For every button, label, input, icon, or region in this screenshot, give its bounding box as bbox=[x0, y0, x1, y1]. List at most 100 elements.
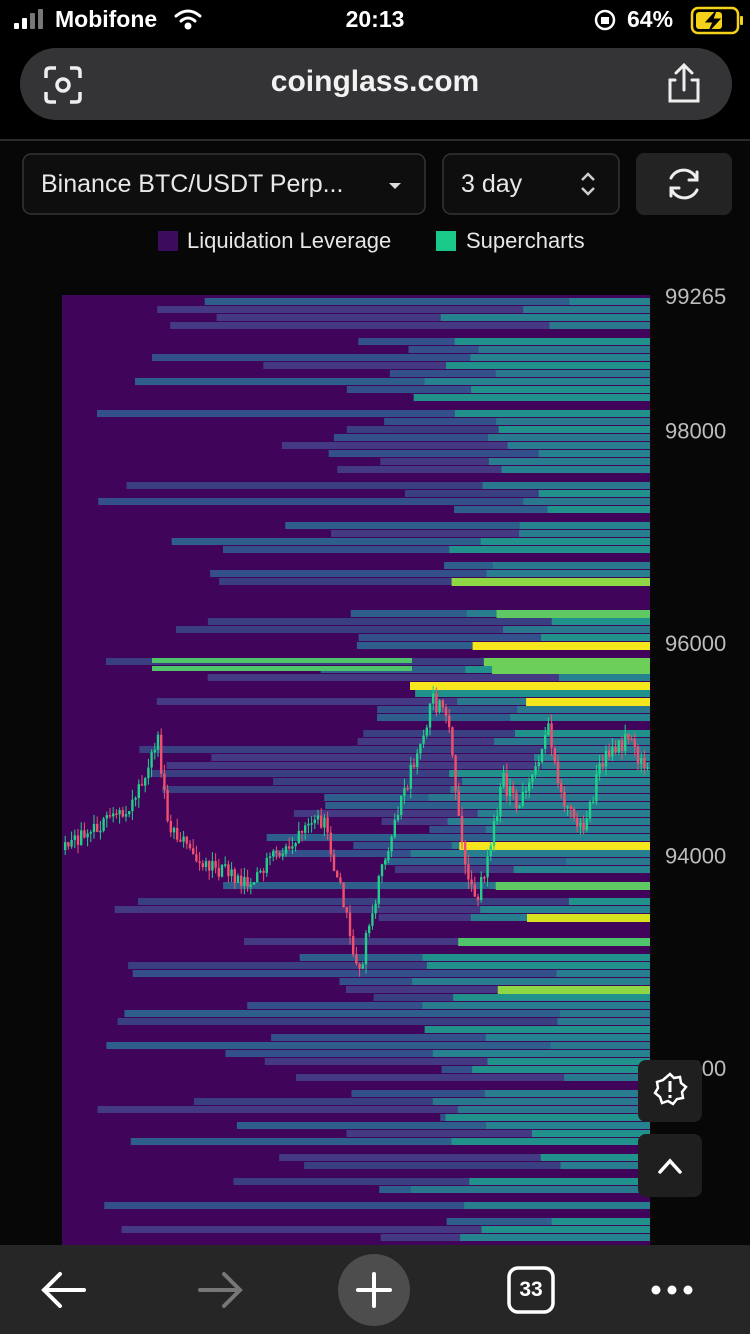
candle-body bbox=[588, 801, 592, 819]
heat-row bbox=[266, 834, 650, 841]
heat-row bbox=[157, 306, 651, 313]
back-button[interactable] bbox=[41, 1272, 86, 1308]
candle-body bbox=[313, 819, 316, 824]
heat-row bbox=[447, 818, 650, 825]
candle-body bbox=[115, 813, 118, 815]
refresh-button[interactable] bbox=[636, 153, 732, 215]
heat-row bbox=[484, 1090, 650, 1097]
heat-row bbox=[410, 682, 650, 690]
candle-body bbox=[470, 879, 473, 885]
candle-body bbox=[150, 752, 153, 768]
heat-row bbox=[222, 546, 650, 553]
heat-row bbox=[445, 1114, 650, 1121]
heat-row bbox=[457, 1106, 650, 1113]
heat-row bbox=[422, 1002, 650, 1009]
tabs-button[interactable] bbox=[507, 1266, 555, 1314]
candle-body bbox=[464, 842, 467, 865]
candles bbox=[64, 685, 649, 977]
candle-body bbox=[230, 869, 233, 877]
candle-body bbox=[438, 700, 441, 713]
heat-row bbox=[152, 658, 412, 663]
candle-body bbox=[499, 786, 502, 817]
heat-row bbox=[207, 674, 650, 681]
heat-row bbox=[236, 1122, 650, 1129]
heat-row bbox=[451, 1138, 650, 1145]
updown bbox=[581, 172, 595, 196]
candle-body bbox=[521, 791, 524, 806]
candle-body bbox=[268, 856, 272, 858]
heat-row bbox=[410, 1186, 650, 1193]
candle-body bbox=[540, 748, 544, 762]
candle-body bbox=[92, 823, 96, 833]
range-select[interactable] bbox=[442, 153, 620, 215]
candle-body bbox=[336, 870, 339, 878]
candle-body bbox=[265, 857, 268, 873]
scroll-top-button[interactable] bbox=[638, 1134, 702, 1197]
heat-row bbox=[569, 298, 650, 305]
candle-body bbox=[128, 811, 131, 815]
candle-body bbox=[614, 746, 617, 753]
heat-row bbox=[413, 394, 650, 401]
heat-row bbox=[304, 1162, 650, 1169]
forward-button[interactable] bbox=[198, 1272, 243, 1308]
heat-row bbox=[279, 1154, 650, 1161]
candle-body bbox=[80, 830, 83, 845]
candle-body bbox=[131, 799, 134, 812]
candle-body bbox=[153, 749, 156, 753]
legend-label[interactable]: Supercharts bbox=[466, 228, 585, 253]
candle-body bbox=[124, 814, 128, 817]
more-button[interactable] bbox=[651, 1285, 693, 1295]
heat-row bbox=[494, 738, 650, 745]
pair-select[interactable] bbox=[22, 153, 426, 215]
heat-row bbox=[485, 1034, 650, 1041]
candle-body bbox=[528, 782, 531, 791]
url[interactable]: coinglass.com bbox=[270, 65, 480, 98]
heat-row bbox=[460, 1234, 650, 1241]
candle-body bbox=[416, 753, 419, 767]
heat-row bbox=[517, 706, 650, 713]
heat-row bbox=[432, 1050, 650, 1057]
tab-count[interactable]: 33 bbox=[519, 1278, 543, 1301]
heat-row bbox=[538, 490, 650, 497]
heat-row bbox=[446, 1218, 650, 1225]
heat-row bbox=[176, 626, 650, 633]
candle-body bbox=[396, 814, 400, 821]
candle-body bbox=[646, 767, 649, 769]
candle-body bbox=[636, 746, 640, 764]
candle-body bbox=[320, 815, 323, 828]
chevron-up bbox=[658, 1158, 682, 1174]
share-icon[interactable] bbox=[668, 62, 700, 103]
heat-row bbox=[264, 1058, 650, 1065]
heat-row bbox=[471, 386, 650, 393]
heat-row bbox=[454, 410, 650, 417]
candle-body bbox=[166, 789, 169, 822]
heat-row bbox=[121, 1226, 650, 1233]
heat-row bbox=[495, 370, 650, 377]
legend-label[interactable]: Liquidation Leverage bbox=[187, 228, 392, 253]
candle-body bbox=[403, 787, 406, 796]
candle-body bbox=[454, 755, 457, 792]
battery-icon bbox=[690, 6, 743, 35]
candle-body bbox=[627, 733, 630, 739]
heat-row bbox=[492, 666, 650, 674]
heat-row bbox=[281, 442, 650, 449]
range-label[interactable]: 3 day bbox=[461, 170, 523, 198]
address-bar[interactable] bbox=[20, 48, 732, 120]
heat-row bbox=[296, 1074, 650, 1081]
candle-body bbox=[172, 827, 176, 833]
candle-body bbox=[364, 933, 368, 965]
heat-row bbox=[486, 1122, 650, 1129]
candle-body bbox=[201, 863, 204, 867]
pair-label[interactable]: Binance BTC/USDT Perp... bbox=[41, 170, 344, 198]
candle-body bbox=[515, 793, 518, 809]
heat-row bbox=[559, 1010, 650, 1017]
heat-row bbox=[223, 882, 650, 889]
scan-icon[interactable] bbox=[44, 66, 82, 104]
candle-body bbox=[304, 825, 307, 833]
heat-row bbox=[358, 634, 650, 641]
heat-row bbox=[496, 418, 650, 425]
heat-row bbox=[487, 1058, 650, 1065]
heat-row bbox=[331, 530, 650, 537]
candle-body bbox=[137, 784, 140, 798]
heat-row bbox=[446, 362, 650, 369]
